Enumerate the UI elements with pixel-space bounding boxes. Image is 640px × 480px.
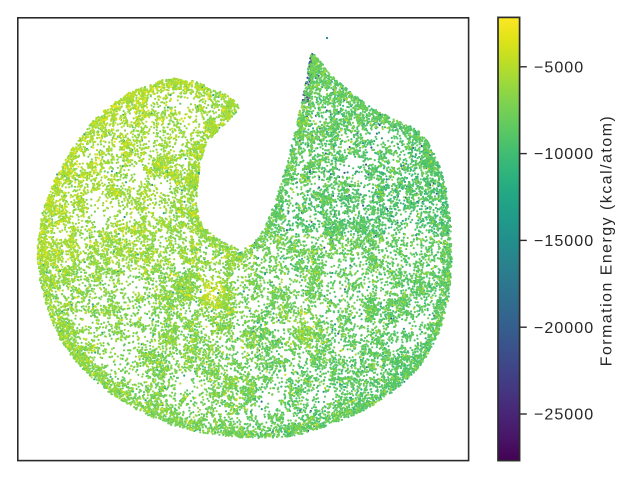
svg-text:−25000: −25000 [534, 406, 594, 424]
svg-text:−15000: −15000 [534, 232, 594, 250]
svg-text:−5000: −5000 [534, 58, 584, 76]
svg-text:Formation Energy (kcal/atom): Formation Energy (kcal/atom) [599, 115, 616, 366]
svg-text:−20000: −20000 [534, 319, 594, 337]
svg-text:−10000: −10000 [534, 145, 594, 163]
